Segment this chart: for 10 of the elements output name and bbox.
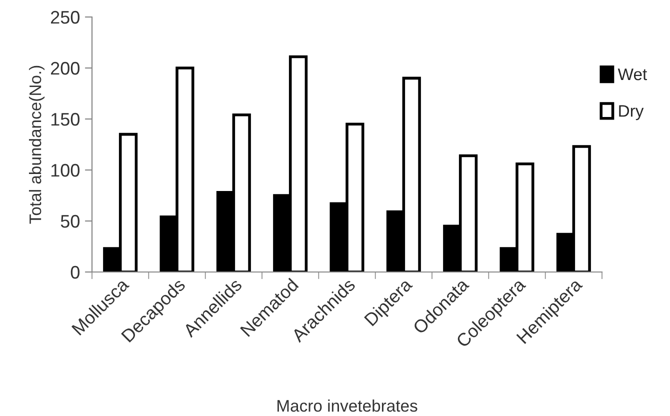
legend-label: Wet xyxy=(618,68,647,80)
y-tick-label: 100 xyxy=(51,164,80,177)
y-axis-title: Total abundance(No.) xyxy=(28,66,45,224)
x-axis-title: Macro invetebrates xyxy=(278,400,418,412)
y-tick-label: 50 xyxy=(60,214,80,228)
y-tick-label: 0 xyxy=(70,266,80,279)
y-tick-label: 200 xyxy=(50,62,80,75)
legend-label: Dry xyxy=(619,105,644,120)
y-tick-label: 250 xyxy=(50,10,80,24)
y-tick-label: 150 xyxy=(51,112,80,126)
